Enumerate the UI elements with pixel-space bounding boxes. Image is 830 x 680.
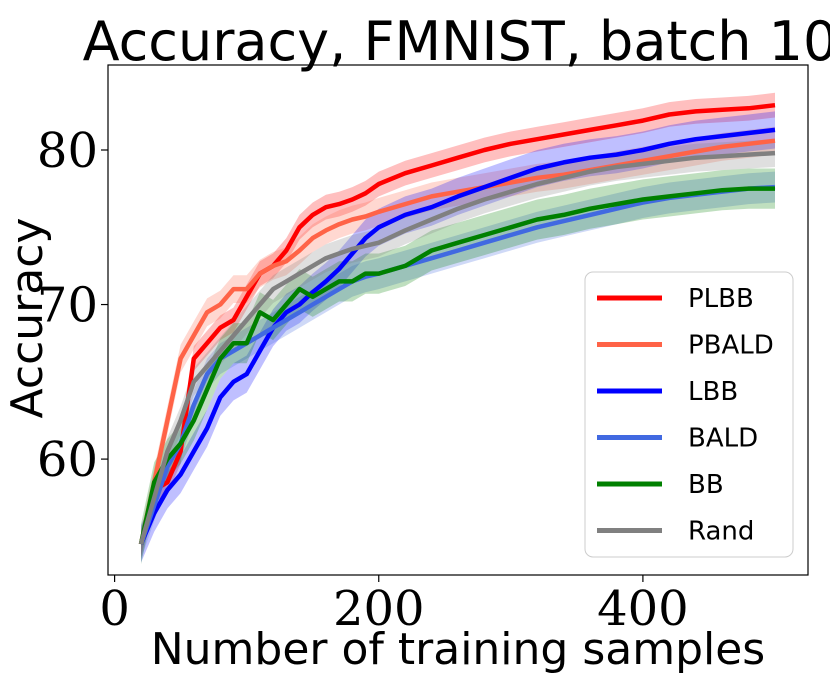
x-tick-label: 200 (333, 581, 425, 637)
x-tick-label: 0 (99, 581, 130, 637)
legend: PLBB PBALD LBB BALD BB Rand (584, 271, 794, 558)
plot-frame (107, 64, 809, 576)
line-pbald (138, 138, 776, 545)
legend-label-rand: Rand (688, 517, 754, 547)
legend-label-bald: BALD (688, 424, 758, 454)
chart-title: Accuracy, FMNIST, batch 10 (83, 10, 830, 73)
y-tick-label: 80 (37, 123, 98, 179)
x-axis-ticks: 0 200 400 (99, 575, 689, 637)
x-axis-label: Number of training samples (151, 624, 765, 675)
series-lines (138, 102, 776, 545)
legend-box (584, 271, 794, 558)
y-tick-label: 70 (37, 278, 98, 334)
y-axis-label: Accuracy (2, 218, 53, 419)
y-axis-ticks: 60 70 80 (37, 123, 108, 488)
legend-label-lbb: LBB (688, 377, 738, 407)
y-tick-label: 60 (37, 432, 98, 488)
line-bb (138, 186, 775, 545)
legend-label-plbb: PLBB (688, 284, 754, 314)
legend-label-pbald: PBALD (688, 331, 774, 361)
x-tick-label: 400 (597, 581, 689, 637)
line-rand (138, 150, 776, 545)
legend-label-bb: BB (688, 470, 724, 500)
line-plbb (138, 102, 776, 545)
band-bb (141, 168, 775, 565)
